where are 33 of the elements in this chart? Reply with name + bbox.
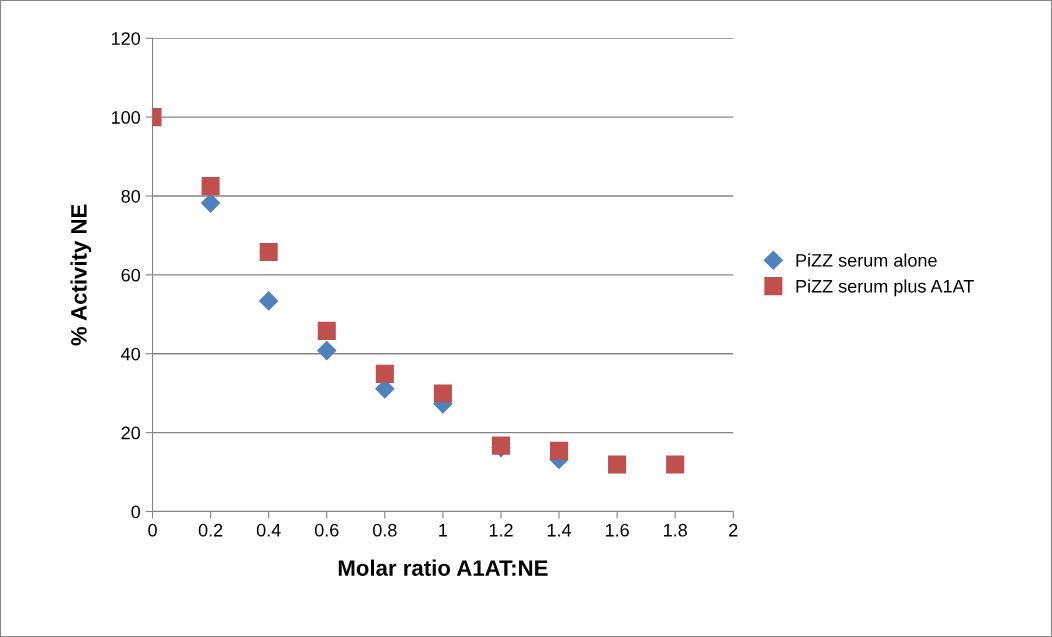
x-tick-label: 0.4	[256, 523, 281, 537]
point	[550, 441, 569, 460]
x-tick-label: 1.6	[605, 523, 629, 537]
y-tick-label: 0	[131, 505, 141, 519]
y-tick-label: 80	[121, 189, 141, 203]
point	[375, 364, 394, 383]
point	[201, 193, 221, 213]
x-tick-label: 1.2	[489, 523, 513, 537]
point	[259, 242, 278, 262]
point	[608, 455, 627, 474]
y-tick-label: 100	[111, 111, 141, 124]
x-tick-label: 0.2	[198, 523, 223, 537]
x-tick-label: 0.8	[372, 523, 397, 537]
point	[259, 291, 279, 311]
y-tick-label: 20	[121, 426, 141, 440]
point	[666, 455, 685, 474]
legend-label: PiZZ serum alone	[796, 253, 937, 267]
point	[317, 341, 337, 361]
x-tick-label: 2	[729, 523, 738, 537]
point	[317, 321, 336, 340]
legend-label: PiZZ serum plus A1AT	[796, 279, 974, 297]
x-tick-label: 1.8	[664, 523, 687, 537]
point	[433, 384, 452, 403]
y-axis-title: % Activity NE	[70, 204, 92, 346]
x-axis-title: Molar ratio A1AT:NE	[338, 559, 548, 576]
x-tick-label: 1	[439, 523, 448, 537]
y-tick-label: 120	[111, 32, 141, 45]
point	[201, 177, 220, 196]
x-tick-label: 0	[148, 523, 157, 537]
y-tick-label: 40	[121, 347, 141, 361]
x-tick-label: 0.6	[314, 523, 339, 537]
y-tick-label: 60	[121, 268, 141, 282]
x-tick-label: 1.4	[547, 523, 572, 537]
